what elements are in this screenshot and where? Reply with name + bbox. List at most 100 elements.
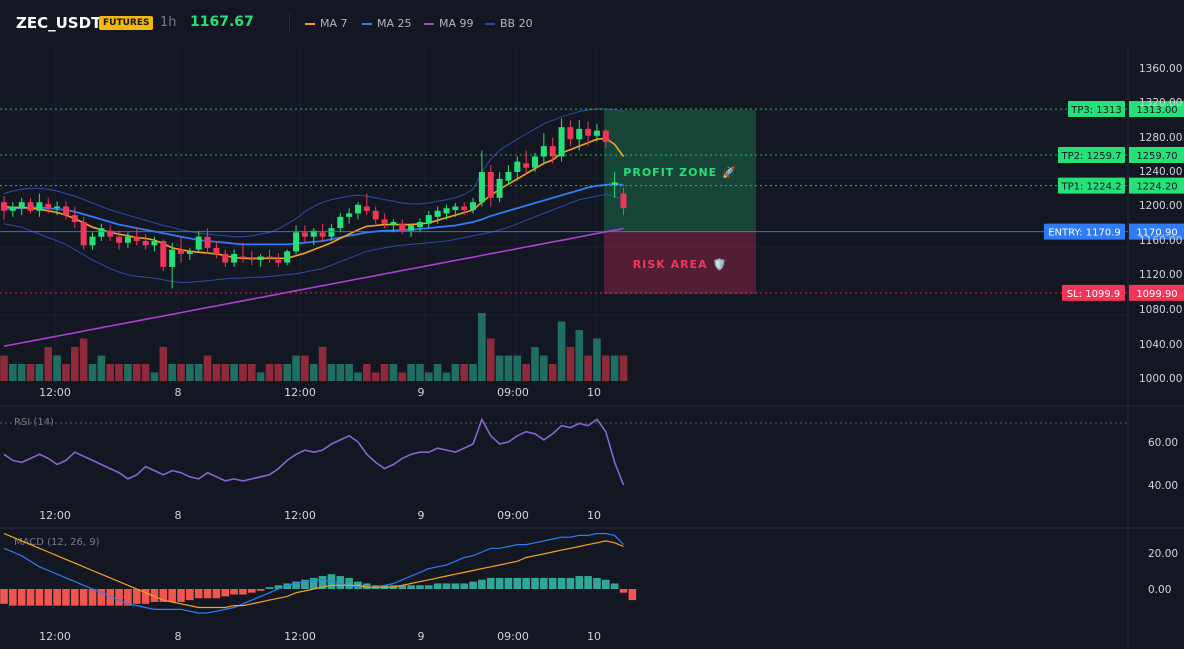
legend-ma25[interactable]: MA 25: [362, 17, 412, 30]
legend-bb20[interactable]: BB 20: [485, 17, 533, 30]
candle-body: [213, 247, 220, 254]
macd-histogram-bar: [168, 589, 176, 602]
macd-histogram-bar: [159, 589, 168, 602]
legend-ma7[interactable]: MA 7: [305, 17, 348, 30]
macd-histogram-bar: [26, 589, 35, 606]
volume-bar: [79, 338, 88, 381]
candle-body: [27, 202, 34, 211]
macd-line: [3, 532, 624, 614]
candle-body: [346, 213, 353, 217]
level-tag-tp2: [1058, 147, 1125, 164]
macd-histogram-bar: [504, 577, 513, 589]
macd-histogram-bar: [274, 585, 283, 589]
price-tick-9: 1000.00: [1139, 373, 1182, 385]
time-tick-macd-1: 8: [175, 630, 182, 643]
time-tick-main-3: 9: [418, 386, 425, 399]
profit-zone-label: PROFIT ZONE 🚀: [623, 166, 736, 179]
legend-ma99[interactable]: MA 99: [424, 17, 474, 30]
price-tick-5: 1160.00: [1139, 235, 1182, 247]
candle-body: [231, 253, 238, 263]
macd-histogram-bar: [451, 583, 460, 589]
volume-bar: [478, 313, 486, 381]
candle-body: [195, 236, 202, 250]
volume-bar: [610, 355, 619, 381]
candle-body: [160, 241, 167, 267]
rsi-tick-40: 40.00: [1148, 480, 1178, 492]
candle-body: [133, 236, 140, 241]
level-lines: TP3: 1313 1313.00 TP2: 1259.7 1259.70 TP1: 1…: [0, 101, 1184, 301]
time-tick-macd-5: 10: [587, 630, 601, 643]
candle-body: [107, 230, 114, 237]
volume-bar: [513, 355, 522, 381]
macd-histogram-bar: [132, 589, 141, 604]
profit-zone: [604, 110, 756, 231]
volume-bar: [9, 364, 17, 381]
candle-body: [337, 216, 344, 229]
volume-bar: [336, 364, 345, 381]
macd-histogram-bar: [407, 585, 415, 589]
volume-bar: [141, 364, 150, 381]
macd-histogram-bar: [283, 583, 291, 589]
volume-bar: [71, 347, 79, 381]
volume-bar: [194, 364, 203, 381]
symbol-title[interactable]: ZEC_USDT: [16, 14, 102, 32]
legend-label-ma25: MA 25: [377, 17, 412, 30]
volume-bar: [425, 372, 433, 381]
volume-bar: [469, 364, 477, 381]
volume-bar: [398, 372, 407, 381]
time-tick-rsi-1: 8: [175, 509, 182, 522]
macd-histogram-bar: [522, 577, 530, 589]
macd-histogram-bar: [88, 589, 97, 606]
macd-histogram-bar: [495, 577, 504, 589]
macd-histogram-bar: [345, 577, 353, 589]
macd-histogram-bar: [239, 589, 247, 595]
macd-histogram-bar: [398, 585, 407, 589]
time-tick-main-2: 12:00: [284, 386, 316, 399]
time-tick-main-5: 10: [587, 386, 601, 399]
last-price: 1167.67: [190, 14, 254, 30]
time-tick-rsi-4: 09:00: [497, 509, 529, 522]
candle-body: [443, 208, 450, 214]
volume-bar: [221, 364, 230, 381]
volume-bar: [522, 364, 530, 381]
macd-histogram-bar: [433, 583, 442, 589]
macd-histogram-bar: [53, 589, 61, 606]
macd-histogram-bar: [486, 577, 495, 589]
volume-bar: [248, 364, 256, 381]
price-axes: 1360.00 1320.00 1280.00 1240.00 1200.00 1160.…: [39, 63, 1182, 643]
volume-bar: [504, 355, 513, 381]
rsi-line: [3, 417, 625, 486]
timeframe-label[interactable]: 1h: [160, 15, 177, 30]
legend-swatch-ma99: [424, 22, 434, 25]
candle-body: [496, 178, 503, 198]
time-tick-macd-4: 09:00: [497, 630, 529, 643]
volume-bar: [212, 364, 221, 381]
candle-body: [390, 222, 397, 226]
macd-histogram-bar: [17, 589, 26, 606]
macd-histogram-bar: [0, 589, 8, 604]
candle-body: [9, 206, 16, 211]
volume-bar: [97, 355, 106, 381]
volume-bars: [0, 313, 628, 381]
candle-body: [558, 127, 565, 157]
candle-body: [71, 215, 78, 223]
macd-histogram-bar: [292, 581, 300, 589]
volume-bar: [442, 372, 451, 381]
macd-histogram-bar: [9, 589, 17, 606]
signal-line: [3, 532, 624, 609]
volume-bar: [548, 364, 557, 381]
candle-body: [275, 259, 282, 263]
volume-bar: [619, 355, 628, 381]
macd-histogram-bar: [566, 577, 575, 589]
candle-body: [257, 256, 264, 260]
volume-bar: [159, 347, 168, 381]
price-tick-6: 1120.00: [1139, 269, 1182, 281]
volume-bar: [593, 338, 601, 381]
level-price-entry: 1170.90: [1136, 228, 1177, 239]
macd-histogram-bar: [256, 589, 265, 591]
time-tick-macd-0: 12:00: [39, 630, 71, 643]
candle-body: [18, 202, 25, 209]
macd-histogram-bar: [513, 577, 522, 589]
candle-body: [567, 127, 574, 140]
